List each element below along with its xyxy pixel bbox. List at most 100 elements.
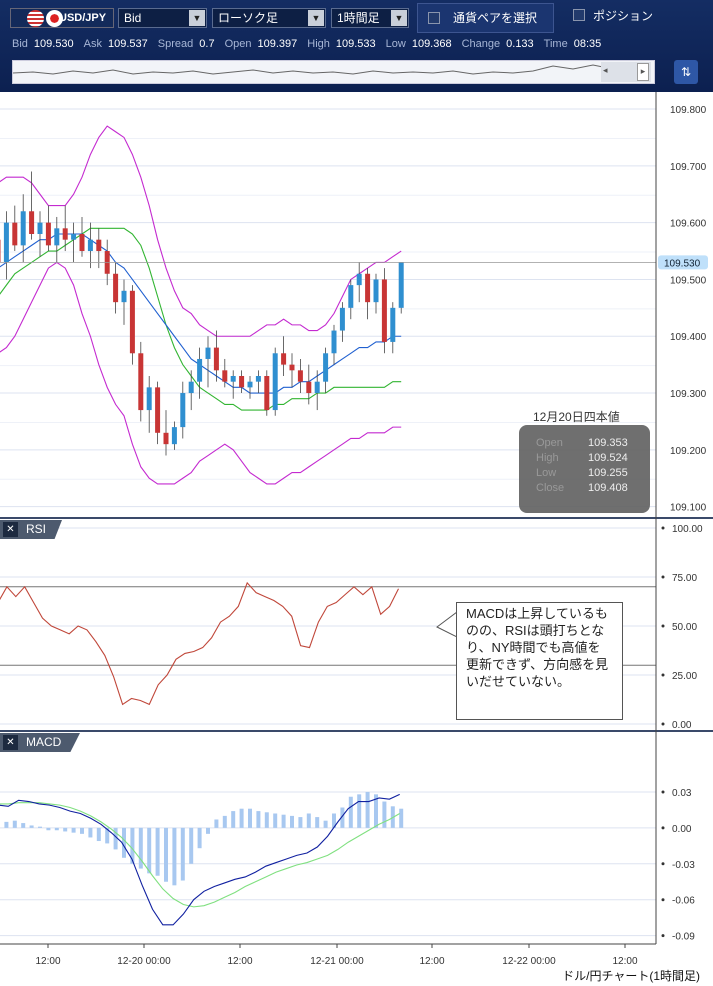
macd-panel-tab: ✕ MACD <box>0 733 80 752</box>
quote-value: 0.7 <box>199 38 215 50</box>
toolbar: USD/JPY Bid ▼ ローソク足 ▼ 1時間足 ▼ 通貨ペアを選択 ポジション … <box>0 0 713 92</box>
macd-histogram-bar <box>180 827 185 881</box>
chart-type-select[interactable]: ローソク足 ▼ <box>212 8 326 28</box>
price-tick-label: 109.500 <box>670 275 707 286</box>
macd-histogram-bar <box>323 820 328 828</box>
ohlc-row: Close 109.408 <box>536 482 646 494</box>
price-type-select[interactable]: Bid ▼ <box>118 8 207 28</box>
close-icon[interactable]: ✕ <box>3 522 18 537</box>
price-tick-label: 109.400 <box>670 332 707 343</box>
currency-pair-selector[interactable]: USD/JPY <box>10 8 114 28</box>
quote-key: Change <box>461 38 501 50</box>
candle-body <box>155 387 161 433</box>
ohlc-title: 12月20日四本値 <box>533 410 620 424</box>
navigator-strip[interactable]: ◂ ▸ <box>12 60 655 84</box>
macd-histogram-bar <box>374 794 378 828</box>
ohlc-key: Open <box>536 437 563 449</box>
candle-body <box>331 330 337 354</box>
candle-body <box>255 376 261 382</box>
quote-value: 109.533 <box>335 38 376 50</box>
download-icon[interactable]: ⇅ <box>674 60 698 84</box>
macd-histogram-bar <box>122 827 126 858</box>
macd-histogram-bar <box>189 827 194 864</box>
ohlc-row: High 109.524 <box>536 452 646 464</box>
current-price-label: 109.530 <box>664 258 701 269</box>
macd-histogram-bar <box>357 794 362 828</box>
macd-histogram-bar <box>197 827 202 849</box>
us-flag-icon <box>27 10 44 27</box>
quote-key: High <box>307 38 330 50</box>
ohlc-value: 109.353 <box>588 437 628 449</box>
candle-body <box>272 353 278 411</box>
x-tick-label: 12:00 <box>227 956 252 967</box>
candle-body <box>373 279 379 303</box>
candle-body <box>365 273 371 303</box>
rsi-tick-label: 75.00 <box>672 573 697 584</box>
macd-histogram-bar <box>147 827 152 874</box>
candle-body <box>163 432 169 445</box>
macd-histogram-bar <box>264 812 269 828</box>
candle-body <box>0 239 1 263</box>
rsi-panel-tab: ✕ RSI <box>0 520 62 539</box>
select-pair-button[interactable]: 通貨ペアを選択 <box>417 3 554 33</box>
quote-key: Spread <box>157 38 194 50</box>
position-checkbox[interactable] <box>573 9 585 21</box>
macd-histogram-bar <box>80 827 84 834</box>
macd-histogram-bar <box>46 827 51 831</box>
candle-body <box>281 353 287 365</box>
macd-histogram-bar <box>21 823 26 828</box>
candle-body <box>222 370 228 382</box>
quote-value: 109.368 <box>411 38 452 50</box>
macd-histogram-bar <box>29 825 34 828</box>
candle-body <box>71 234 77 240</box>
ohlc-row: Low 109.255 <box>536 467 646 479</box>
candle-body <box>356 273 362 286</box>
checkbox-icon <box>428 12 440 24</box>
quote-value: 109.530 <box>33 38 74 50</box>
candle-body <box>390 307 396 342</box>
currency-pair-label: USD/JPY <box>59 12 107 24</box>
scroll-right-icon[interactable]: ▸ <box>637 63 649 81</box>
macd-histogram-bar <box>155 827 160 876</box>
price-tick-label: 109.300 <box>670 389 707 400</box>
candle-body <box>180 393 186 428</box>
macd-tick-label: 0.03 <box>672 788 692 799</box>
macd-histogram-bar <box>256 811 261 828</box>
macd-histogram-bar <box>332 813 336 828</box>
navigator-scroll-handle[interactable]: ◂ ▸ <box>601 62 651 82</box>
macd-histogram-bar <box>248 808 252 828</box>
macd-histogram-bar <box>273 813 278 828</box>
price-tick-label: 109.100 <box>670 503 707 514</box>
rsi-tick-label: 0.00 <box>672 720 692 731</box>
quote-key: Ask <box>83 38 103 50</box>
close-icon[interactable]: ✕ <box>3 735 18 750</box>
candle-body <box>20 211 26 246</box>
timeframe-select[interactable]: 1時間足 ▼ <box>331 8 409 28</box>
candle-body <box>381 279 387 342</box>
chevron-down-icon: ▼ <box>391 10 407 26</box>
x-tick-label: 12-21 00:00 <box>310 956 364 967</box>
position-label: ポジション <box>593 9 654 23</box>
macd-histogram-bar <box>306 813 311 828</box>
rsi-tick-label: 50.00 <box>672 622 697 633</box>
candle-body <box>247 381 253 388</box>
macd-histogram-bar <box>231 811 236 828</box>
chart-area[interactable]: 109.800 109.700 109.600 109.500 109.400 109.3… <box>0 92 713 986</box>
scroll-left-icon[interactable]: ◂ <box>603 66 608 76</box>
macd-histogram-bar <box>222 815 227 828</box>
quote-key: Low <box>385 38 406 50</box>
quote-key: Open <box>224 38 252 50</box>
candle-body <box>29 211 35 234</box>
macd-histogram-bar <box>365 791 370 828</box>
annotation-callout: MACDは上昇しているものの、RSIは頭打ちとなり、NY時間でも高値を更新できず… <box>456 602 623 720</box>
macd-histogram-bar <box>130 827 135 864</box>
current-price-tag <box>658 255 708 270</box>
candle-body <box>171 427 177 445</box>
macd-histogram-bar <box>298 817 303 828</box>
macd-tick-label: 0.00 <box>672 824 692 835</box>
macd-tick-mark <box>661 826 665 830</box>
macd-signal-line <box>0 802 400 908</box>
ohlc-value: 109.524 <box>588 452 628 464</box>
macd-histogram-bar <box>206 827 210 834</box>
candle-body <box>323 353 329 382</box>
